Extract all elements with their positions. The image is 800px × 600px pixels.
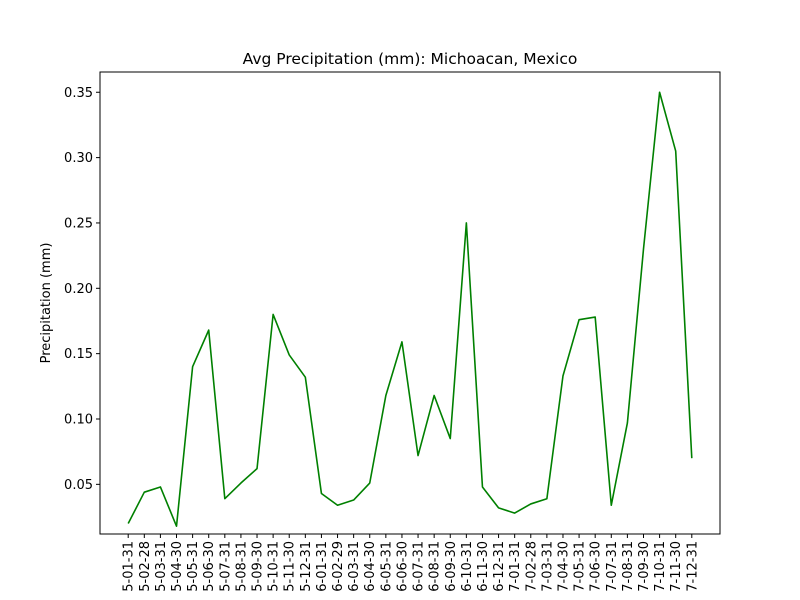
- x-tick-label: 5-03-31: [154, 541, 169, 592]
- x-tick-label: 5-11-30: [283, 541, 298, 592]
- y-tick-label: 0.05: [64, 478, 93, 493]
- x-tick-label: 7-01-31: [508, 541, 523, 592]
- x-tick-label: 6-05-31: [379, 541, 394, 592]
- x-tick-label: 7-05-31: [573, 541, 588, 592]
- x-tick-label: 6-04-30: [363, 541, 378, 592]
- x-tick-label: 5-02-28: [138, 541, 153, 592]
- x-tick-label: 6-11-30: [476, 541, 491, 592]
- y-tick-label: 0.25: [64, 216, 93, 231]
- x-tick-label: 5-07-31: [218, 541, 233, 592]
- y-tick-label: 0.30: [64, 151, 93, 166]
- x-tick-label: 5-06-30: [202, 541, 217, 592]
- chart-title: Avg Precipitation (mm): Michoacan, Mexic…: [243, 50, 578, 68]
- x-tick-label: 7-07-31: [605, 541, 620, 592]
- x-tick-label: 5-01-31: [122, 541, 137, 592]
- y-tick-label: 0.35: [64, 86, 93, 101]
- x-axis: 5-01-31 5-02-28 5-03-31 5-04-30 5-05-31 5-06-…: [122, 534, 700, 592]
- x-tick-label: 7-06-30: [589, 541, 604, 592]
- x-tick-label: 6-12-31: [492, 541, 507, 592]
- x-tick-label: 5-05-31: [186, 541, 201, 592]
- x-tick-label: 6-02-29: [331, 541, 346, 592]
- x-tick-label: 7-03-31: [540, 541, 555, 592]
- x-tick-label: 6-01-31: [315, 541, 330, 592]
- x-tick-label: 5-04-30: [170, 541, 185, 592]
- y-tick-label: 0.10: [64, 412, 93, 427]
- y-axis-label: Precipitation (mm): [39, 243, 54, 364]
- x-tick-label: 7-08-31: [621, 541, 636, 592]
- x-tick-label: 6-08-31: [428, 541, 443, 592]
- x-tick-label: 6-07-31: [412, 541, 427, 592]
- x-tick-label: 5-08-31: [234, 541, 249, 592]
- series-layer: [127, 91, 693, 527]
- y-tick-label: 0.20: [64, 282, 93, 297]
- x-tick-label: 5-09-30: [251, 541, 266, 592]
- x-tick-label: 5-12-31: [299, 541, 314, 592]
- x-tick-label: 7-04-30: [556, 541, 571, 592]
- y-axis: 0.05 0.10 0.15 0.20 0.25 0.30 0.35: [64, 86, 100, 493]
- x-tick-label: 7-09-30: [637, 541, 652, 592]
- x-tick-label: 6-06-30: [395, 541, 410, 592]
- plot-area-frame: [99, 71, 721, 535]
- x-tick-label: 7-10-31: [653, 541, 668, 592]
- x-tick-label: 7-11-30: [669, 541, 684, 592]
- x-tick-label: 7-12-31: [685, 541, 700, 592]
- x-tick-label: 6-03-31: [347, 541, 362, 592]
- y-tick-label: 0.15: [64, 347, 93, 362]
- x-tick-label: 6-09-30: [444, 541, 459, 592]
- precipitation-series-line: [127, 91, 693, 527]
- x-tick-label: 7-02-28: [524, 541, 539, 592]
- x-tick-label: 6-10-31: [460, 541, 475, 592]
- x-tick-label: 5-10-31: [267, 541, 282, 592]
